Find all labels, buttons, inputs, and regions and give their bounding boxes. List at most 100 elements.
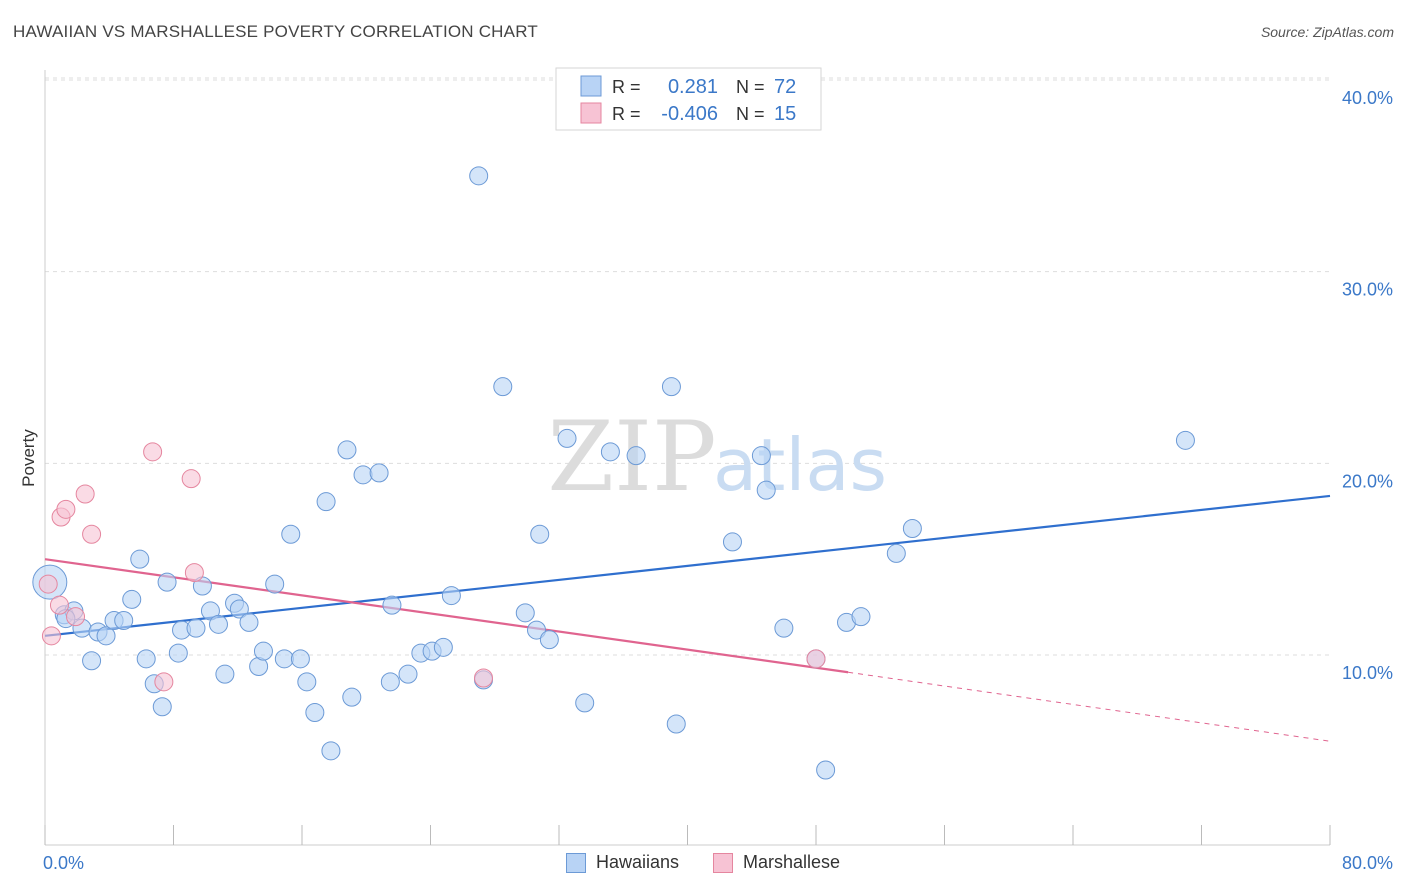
y-tick-label: 30.0% [1342, 280, 1393, 300]
hawaiian-point [886, 543, 906, 563]
hawaiian-point [1175, 430, 1195, 450]
series-legend: Hawaiians Marshallese [0, 852, 1406, 873]
hawaiian-point [527, 620, 547, 640]
hawaiian-point [666, 714, 686, 734]
hawaiian-point [208, 614, 228, 634]
marshallese-point [66, 607, 86, 627]
legend-n-value-hawaiians: 72 [774, 76, 796, 98]
hawaiian-point [493, 377, 513, 397]
hawaiian-point [530, 524, 550, 544]
hawaiian-point [441, 586, 461, 606]
grid-lines [45, 77, 1330, 656]
marshallese-point [56, 499, 76, 519]
hawaiian-point [626, 446, 646, 466]
legend-r-label-hawaiians: R = [612, 77, 641, 97]
source-label: Source: ZipAtlas.com [1260, 24, 1394, 40]
y-tick-label: 40.0% [1342, 88, 1393, 108]
hawaiian-point [369, 463, 389, 483]
marshallese-point [49, 595, 69, 615]
hawaiian-point [851, 607, 871, 627]
trendlines [44, 494, 1331, 742]
legend-r-value-hawaiians: 0.281 [668, 76, 718, 98]
hawaiian-point [253, 641, 273, 661]
series-label-hawaiians: Hawaiians [595, 852, 679, 872]
hawaiian-point [774, 618, 794, 638]
hawaiian-point [186, 618, 206, 638]
hawaiian-point [353, 465, 373, 485]
axis-labels: 10.0% 20.0% 30.0% 40.0% 0.0% 80.0% Poverty [19, 88, 1393, 873]
hawaiian-point [539, 630, 559, 650]
hawaiian-point [274, 649, 294, 669]
hawaiian-point [575, 693, 595, 713]
hawaiian-point [337, 440, 357, 460]
hawaiian-point [342, 687, 362, 707]
marshallese-point [154, 672, 174, 692]
hawaiian-point [722, 532, 742, 552]
hawaiian-point [297, 672, 317, 692]
hawaiian-point [290, 649, 310, 669]
hawaiian-point [661, 377, 681, 397]
hawaiian-point [215, 664, 235, 684]
legend-n-label-hawaiians: N = [736, 77, 765, 97]
marshallese-point [474, 668, 494, 688]
legend-r-label-marshallese: R = [612, 104, 641, 124]
legend-box: R = 0.281 N = 72 R = -0.406 N = 15 [555, 67, 822, 131]
marshallese-point [75, 484, 95, 504]
legend-n-label-marshallese: N = [736, 104, 765, 124]
hawaiian-point [229, 599, 249, 619]
hawaiian-point [136, 649, 156, 669]
legend-r-value-marshallese: -0.406 [661, 103, 718, 125]
marshallese-point [38, 574, 58, 594]
hawaiian-point [557, 428, 577, 448]
series-swatch-marshallese [713, 852, 733, 873]
marshallese-point [82, 524, 102, 544]
hawaiian-point [398, 664, 418, 684]
hawaiian-point [157, 572, 177, 592]
hawaiian-point [82, 651, 102, 671]
hawaiian-point [114, 611, 134, 630]
series-legend-hawaiians: Hawaiians [565, 852, 679, 873]
x-tick-label-max: 80.0% [1342, 853, 1393, 873]
axes [44, 70, 1331, 846]
legend-swatch-hawaiians [580, 75, 602, 97]
watermark-atlas: atlas [713, 423, 887, 507]
trendline-marshallese-extension [848, 671, 1331, 742]
marshallese-point [41, 626, 61, 646]
x-tick-label-min: 0.0% [43, 853, 84, 873]
hawaiian-point [600, 442, 620, 462]
hawaiian-point [265, 574, 285, 594]
legend-swatch-marshallese [580, 102, 602, 124]
hawaiian-point [122, 589, 142, 609]
series-legend-marshallese: Marshallese [713, 852, 840, 873]
hawaiian-point [281, 524, 301, 544]
series-label-marshallese: Marshallese [743, 852, 841, 872]
y-tick-label: 10.0% [1342, 663, 1393, 683]
marshallese-point [806, 649, 826, 669]
hawaiian-point [152, 697, 172, 717]
hawaiian-point [816, 760, 836, 780]
hawaiian-point [321, 741, 341, 761]
legend-n-value-marshallese: 15 [774, 103, 796, 125]
hawaiian-point [316, 492, 336, 512]
chart-title: HAWAIIAN VS MARSHALLESE POVERTY CORRELAT… [13, 22, 538, 41]
hawaiian-point [756, 480, 776, 500]
hawaiian-point [515, 603, 535, 623]
y-tick-label: 20.0% [1342, 471, 1393, 491]
hawaiian-point [469, 166, 489, 186]
hawaiian-point [239, 612, 259, 632]
hawaiian-point [96, 626, 116, 646]
hawaiian-point [130, 549, 150, 569]
watermark: ZIP atlas [547, 401, 887, 513]
marshallese-point [181, 469, 201, 489]
hawaiian-point [380, 672, 400, 692]
hawaiian-point [433, 637, 453, 657]
data-points [32, 166, 1195, 780]
trendline-hawaiians [44, 494, 1331, 637]
trendline-marshallese [44, 558, 849, 674]
hawaiian-point [751, 446, 771, 466]
marshallese-point [143, 442, 163, 462]
hawaiian-point [382, 595, 402, 615]
hawaiian-point [168, 643, 188, 663]
series-swatch-hawaiians [565, 852, 586, 873]
